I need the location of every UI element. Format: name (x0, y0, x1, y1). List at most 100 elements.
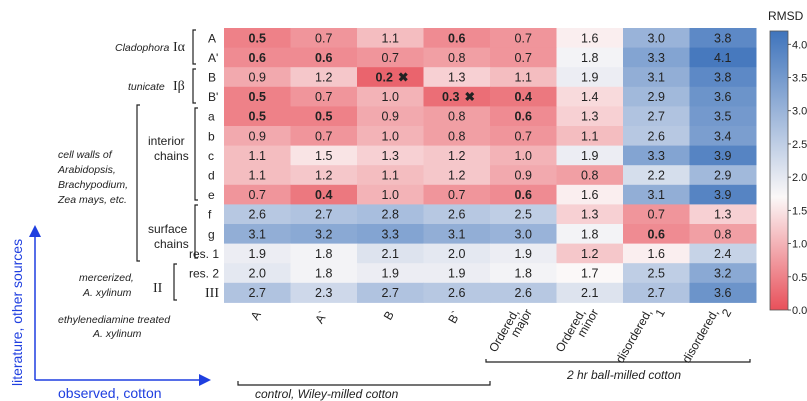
heatmap-cell (490, 106, 557, 127)
heatmap-value: 2.3 (315, 286, 332, 300)
heatmap-value: 1.4 (581, 90, 598, 104)
heatmap-value: 0.8 (714, 227, 731, 241)
heatmap-value: 3.6 (714, 286, 731, 300)
heatmap-cell (556, 224, 624, 245)
heatmap-cell (357, 47, 424, 68)
heatmap-value: 0.6 (515, 110, 532, 124)
column-label: A (248, 309, 264, 323)
heatmap-cell (689, 126, 757, 147)
heatmap-cell (623, 282, 690, 303)
column-label: disordered, (613, 307, 655, 366)
cross-marker: ✖ (398, 71, 409, 85)
heatmap-value: 3.1 (448, 227, 465, 241)
heatmap-value: 3.1 (648, 188, 665, 202)
heatmap-value: 1.9 (448, 267, 465, 281)
heatmap-value: 3.2 (714, 267, 731, 281)
label-mercerized-2: A. xylinum (82, 287, 132, 299)
heatmap-value: 1.3 (714, 208, 731, 222)
heatmap-value: 0.7 (315, 31, 332, 45)
heatmap-cell (423, 184, 491, 205)
heatmap-value: 1.1 (249, 149, 266, 163)
heatmap-value: 1.8 (581, 227, 598, 241)
heatmap-cell (357, 204, 424, 225)
heatmap-value: 1.9 (581, 71, 598, 85)
label-i-alpha: Iα (173, 40, 186, 55)
heatmap-cell (623, 86, 690, 107)
heatmap-cell (290, 184, 358, 205)
heatmap-value: 1.9 (382, 267, 399, 281)
heatmap-cell (357, 28, 424, 49)
heatmap-cell (623, 204, 690, 225)
label-interior-2: chains (154, 149, 189, 163)
heatmap-value: 2.7 (648, 286, 665, 300)
column-label: disordered, (679, 307, 721, 366)
heatmap-value: 0.7 (382, 51, 399, 65)
heatmap-value: 1.0 (382, 188, 399, 202)
row-label: b (208, 129, 215, 143)
heatmap-cell (623, 67, 690, 88)
heatmap-cells: 0.5 0.7 1.1 0.6 0.7 1.6 3.0 3.8 0.6 0.6 0.7 0.8 0.7 1… (224, 28, 757, 303)
heatmap-value: 1.0 (382, 90, 399, 104)
heatmap-value: 0.3 (442, 90, 459, 104)
bracket-control (237, 381, 491, 386)
heatmap-value: 1.3 (382, 149, 399, 163)
heatmap-cell (556, 126, 624, 147)
heatmap-cell (556, 145, 624, 166)
colorbar-ticks: 0.0 0.5 1.0 1.5 2.0 2.5 3.0 3.5 4.0 (788, 39, 807, 317)
heatmap-value: 2.5 (515, 208, 532, 222)
heatmap-value: 0.9 (249, 71, 266, 85)
heatmap-value: 1.2 (581, 247, 598, 261)
column-label: 2 (719, 306, 735, 319)
heatmap-value: 3.3 (382, 227, 399, 241)
label-ii: II (153, 281, 163, 296)
bracket-cell-walls (136, 104, 140, 262)
row-label: res. 1 (189, 247, 219, 261)
heatmap-cell (423, 204, 491, 225)
row-label: c (208, 149, 214, 163)
heatmap-cell (556, 67, 624, 88)
heatmap-cell (689, 204, 757, 225)
heatmap-cell (689, 263, 757, 284)
heatmap-cell (357, 86, 424, 107)
row-label: A (208, 31, 216, 45)
heatmap-value: 3.1 (249, 227, 266, 241)
heatmap-value: 0.6 (648, 227, 665, 241)
colorbar-tick-label: 0.0 (792, 305, 807, 317)
heatmap-cell (357, 165, 424, 186)
y-axis-label: literature, other sources (9, 239, 25, 386)
heatmap-cell (689, 28, 757, 49)
label-mercerized-1: mercerized, (79, 272, 134, 284)
label-ball-milled-group: 2 hr ball-milled cotton (566, 368, 681, 382)
heatmap-cell (224, 28, 291, 49)
heatmap-cell (490, 204, 557, 225)
heatmap-value: 3.9 (714, 188, 731, 202)
colorbar (769, 30, 789, 311)
heatmap-cell (290, 47, 358, 68)
heatmap-cell (490, 28, 557, 49)
heatmap-cell (689, 224, 757, 245)
heatmap-cell (623, 145, 690, 166)
heatmap-value: 0.7 (249, 188, 266, 202)
heatmap-value: 1.0 (515, 149, 532, 163)
column-label: 1 (652, 306, 668, 319)
heatmap-value: 1.9 (581, 149, 598, 163)
heatmap-cell (357, 126, 424, 147)
heatmap-value: 2.7 (249, 286, 266, 300)
heatmap-cell (556, 86, 624, 107)
heatmap-value: 0.8 (448, 51, 465, 65)
bracket-ii (173, 263, 177, 301)
heatmap-cell (623, 224, 690, 245)
heatmap-cell (556, 263, 624, 284)
heatmap-value: 2.1 (382, 247, 399, 261)
heatmap-value: 0.7 (315, 129, 332, 143)
heatmap-value: 1.2 (448, 169, 465, 183)
heatmap-cell (290, 165, 358, 186)
heatmap-cell (556, 243, 624, 264)
heatmap-cell (490, 165, 557, 186)
heatmap-value: 0.5 (249, 31, 266, 45)
heatmap-value: 0.2 (376, 71, 393, 85)
heatmap-value: 0.9 (249, 129, 266, 143)
heatmap-cell (689, 47, 757, 68)
heatmap-value: 0.7 (515, 129, 532, 143)
